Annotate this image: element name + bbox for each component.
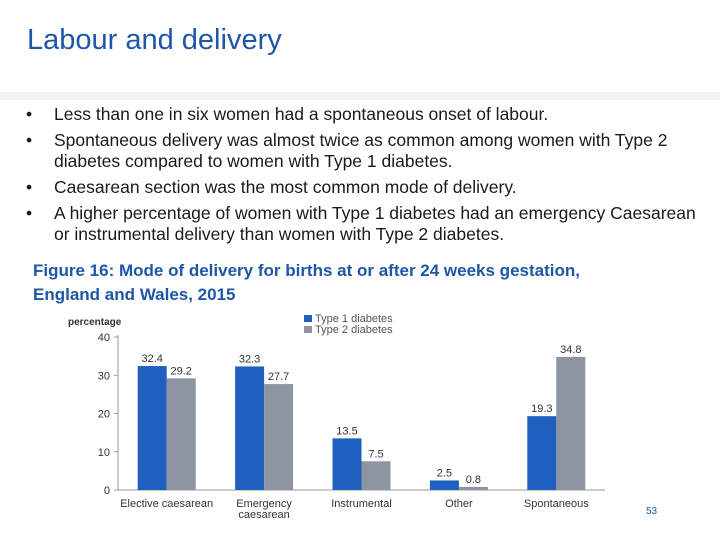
legend-label: Type 2 diabetes (315, 324, 393, 336)
legend-label: Type 1 diabetes (315, 313, 393, 325)
data-label: 13.5 (336, 425, 357, 437)
figure-caption-line: Figure 16: Mode of delivery for births a… (33, 261, 580, 280)
figure-caption-line: England and Wales, 2015 (33, 285, 236, 304)
x-tick-label: Elective caesarean (120, 498, 213, 510)
y-tick-label: 20 (98, 409, 110, 421)
data-label: 19.3 (531, 403, 552, 415)
data-label: 2.5 (437, 467, 452, 479)
bar (527, 416, 557, 490)
bar (332, 438, 362, 490)
bar (166, 378, 196, 490)
data-label: 7.5 (368, 448, 383, 460)
figure-caption: Figure 16: Mode of delivery for births a… (33, 259, 703, 307)
bullet-item: Caesarean section was the most common mo… (24, 177, 704, 198)
data-label: 34.8 (560, 344, 581, 356)
bar (556, 356, 586, 490)
y-tick-label: 0 (104, 485, 110, 497)
bar (137, 366, 167, 490)
slide-title: Labour and delivery (27, 24, 282, 56)
x-tick-label: Instrumental (331, 498, 392, 510)
x-tick-label: Spontaneous (524, 498, 589, 510)
bullet-list: Less than one in six women had a spontan… (24, 104, 704, 250)
y-tick-label: 40 (98, 332, 110, 344)
y-axis-label: percentage (68, 317, 122, 328)
bar (361, 461, 391, 490)
data-label: 32.3 (239, 353, 260, 365)
x-tick-label: Other (445, 498, 473, 510)
bar (458, 486, 488, 490)
bar (264, 384, 294, 490)
page-number: 53 (646, 506, 658, 517)
bullet-item: A higher percentage of women with Type 1… (24, 203, 704, 245)
bullet-item: Less than one in six women had a spontan… (24, 104, 704, 125)
data-label: 27.7 (268, 371, 289, 383)
data-label: 29.2 (170, 365, 191, 377)
content-band (0, 92, 720, 100)
y-tick-label: 10 (98, 447, 110, 459)
title-bar: Labour and delivery (0, 0, 720, 92)
bar (429, 480, 459, 490)
x-tick-label: Emergency (236, 498, 292, 510)
legend-swatch (304, 326, 312, 333)
legend-swatch (304, 315, 312, 322)
x-tick-label: caesarean (238, 509, 289, 521)
data-label: 0.8 (466, 474, 481, 486)
y-tick-label: 30 (98, 370, 110, 382)
bullet-item: Spontaneous delivery was almost twice as… (24, 130, 704, 172)
data-label: 32.4 (141, 353, 162, 365)
bar (235, 366, 265, 490)
